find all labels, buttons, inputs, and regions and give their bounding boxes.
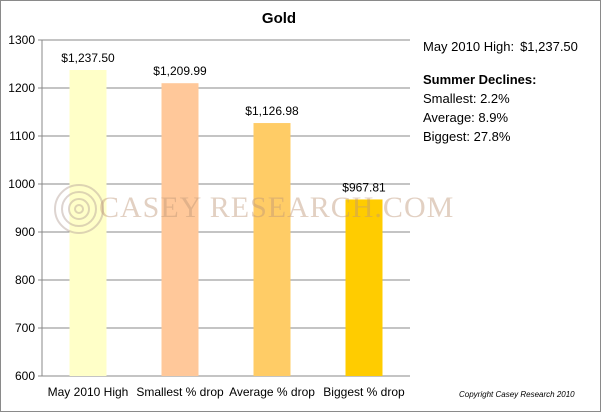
y-tick-label: 800: [15, 273, 35, 287]
copyright-text: Copyright Casey Research 2010: [459, 390, 575, 399]
x-tick-label: Smallest % drop: [136, 385, 224, 399]
bar: [345, 199, 383, 376]
chart-title: Gold: [262, 10, 296, 27]
data-label: $1,209.99: [153, 64, 207, 78]
x-tick-label: May 2010 High: [48, 385, 129, 399]
high-label: May 2010 High:: [423, 39, 515, 54]
y-tick-label: 1200: [8, 81, 35, 95]
declines-title: Summer Declines:: [423, 72, 537, 87]
data-label: $967.81: [342, 180, 386, 194]
y-tick-label: 1300: [8, 33, 35, 47]
y-tick-label: 700: [15, 321, 35, 335]
y-tick-label: 1100: [9, 129, 35, 143]
y-tick-label: 600: [15, 369, 35, 383]
high-line: May 2010 High: $1,237.50: [423, 37, 578, 56]
y-tick-label: 1000: [8, 177, 35, 191]
bar: [253, 123, 291, 377]
smallest-decline: Smallest: 2.2%: [423, 91, 510, 106]
x-tick-label: Average % drop: [229, 385, 315, 399]
side-panel: May 2010 High: $1,237.50 Summer Declines…: [423, 37, 578, 146]
biggest-decline: Biggest: 27.8%: [423, 129, 511, 144]
data-label: $1,237.50: [61, 51, 115, 65]
bar: [161, 83, 199, 376]
x-tick-label: Biggest % drop: [323, 385, 405, 399]
data-label: $1,126.98: [245, 104, 299, 118]
bar: [69, 70, 107, 376]
y-tick-label: 900: [15, 225, 35, 239]
high-value: $1,237.50: [520, 39, 578, 54]
average-decline: Average: 8.9%: [423, 110, 509, 125]
